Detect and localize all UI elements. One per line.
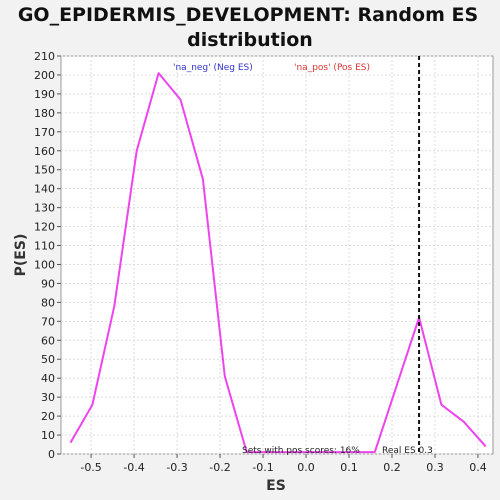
y-tick-label: 110 — [34, 240, 55, 253]
y-tick-label: 20 — [41, 410, 55, 423]
x-tick-label: 0.0 — [297, 461, 315, 474]
y-tick-label: 210 — [34, 50, 55, 63]
x-tick-label: -0.3 — [166, 461, 187, 474]
pos-scores-annotation: Sets with pos scores: 16% — [242, 446, 360, 456]
x-tick-label: 0.2 — [383, 461, 401, 474]
y-tick-label: 130 — [34, 202, 55, 215]
y-tick-label: 190 — [34, 88, 55, 101]
y-tick-label: 40 — [41, 372, 55, 385]
plot-area — [60, 55, 494, 455]
x-tick-label: -0.1 — [252, 461, 273, 474]
x-tick-label: -0.5 — [80, 461, 101, 474]
es-distribution-line — [69, 72, 487, 454]
y-tick-label: 50 — [41, 353, 55, 366]
y-tick-label: 160 — [34, 145, 55, 158]
real-es-annotation: Real ES 0.3 — [382, 446, 433, 456]
x-axis-ticks: -0.5 -0.4 -0.3 -0.2 -0.1 0.0 0.1 0.2 0.3 0.4 — [80, 454, 487, 474]
y-tick-label: 10 — [41, 429, 55, 442]
y-tick-label: 60 — [41, 334, 55, 347]
x-tick-label: -0.4 — [123, 461, 144, 474]
y-tick-label: 80 — [41, 296, 55, 309]
grid-lines — [61, 55, 493, 455]
y-tick-label: 200 — [34, 69, 55, 82]
y-tick-label: 70 — [41, 315, 55, 328]
x-tick-label: 0.3 — [426, 461, 444, 474]
y-tick-label: 180 — [34, 107, 55, 120]
y-axis-label: P(ES) — [13, 234, 29, 277]
x-tick-label: -0.2 — [209, 461, 230, 474]
y-tick-label: 100 — [34, 258, 55, 271]
y-tick-label: 150 — [34, 164, 55, 177]
x-tick-label: 0.4 — [469, 461, 487, 474]
chart-title-line-2: distribution — [187, 29, 313, 51]
chart-title-line-1: GO_EPIDERMIS_DEVELOPMENT: Random ES — [18, 4, 478, 26]
y-tick-label: 140 — [34, 183, 55, 196]
legend-neg-es: 'na_neg' (Neg ES) — [173, 63, 253, 73]
y-tick-label: 30 — [41, 391, 55, 404]
y-tick-label: 120 — [34, 221, 55, 234]
x-tick-label: 0.1 — [340, 461, 358, 474]
legend-pos-es: 'na_pos' (Pos ES) — [294, 63, 370, 73]
x-axis-label: ES — [266, 478, 286, 494]
y-tick-label: 90 — [41, 277, 55, 290]
y-tick-label: 170 — [34, 126, 55, 139]
y-axis-ticks: 0 10 20 30 40 50 60 70 80 90 100 110 120 130 140 150 160… — [34, 50, 61, 461]
y-tick-label: 0 — [48, 448, 55, 461]
